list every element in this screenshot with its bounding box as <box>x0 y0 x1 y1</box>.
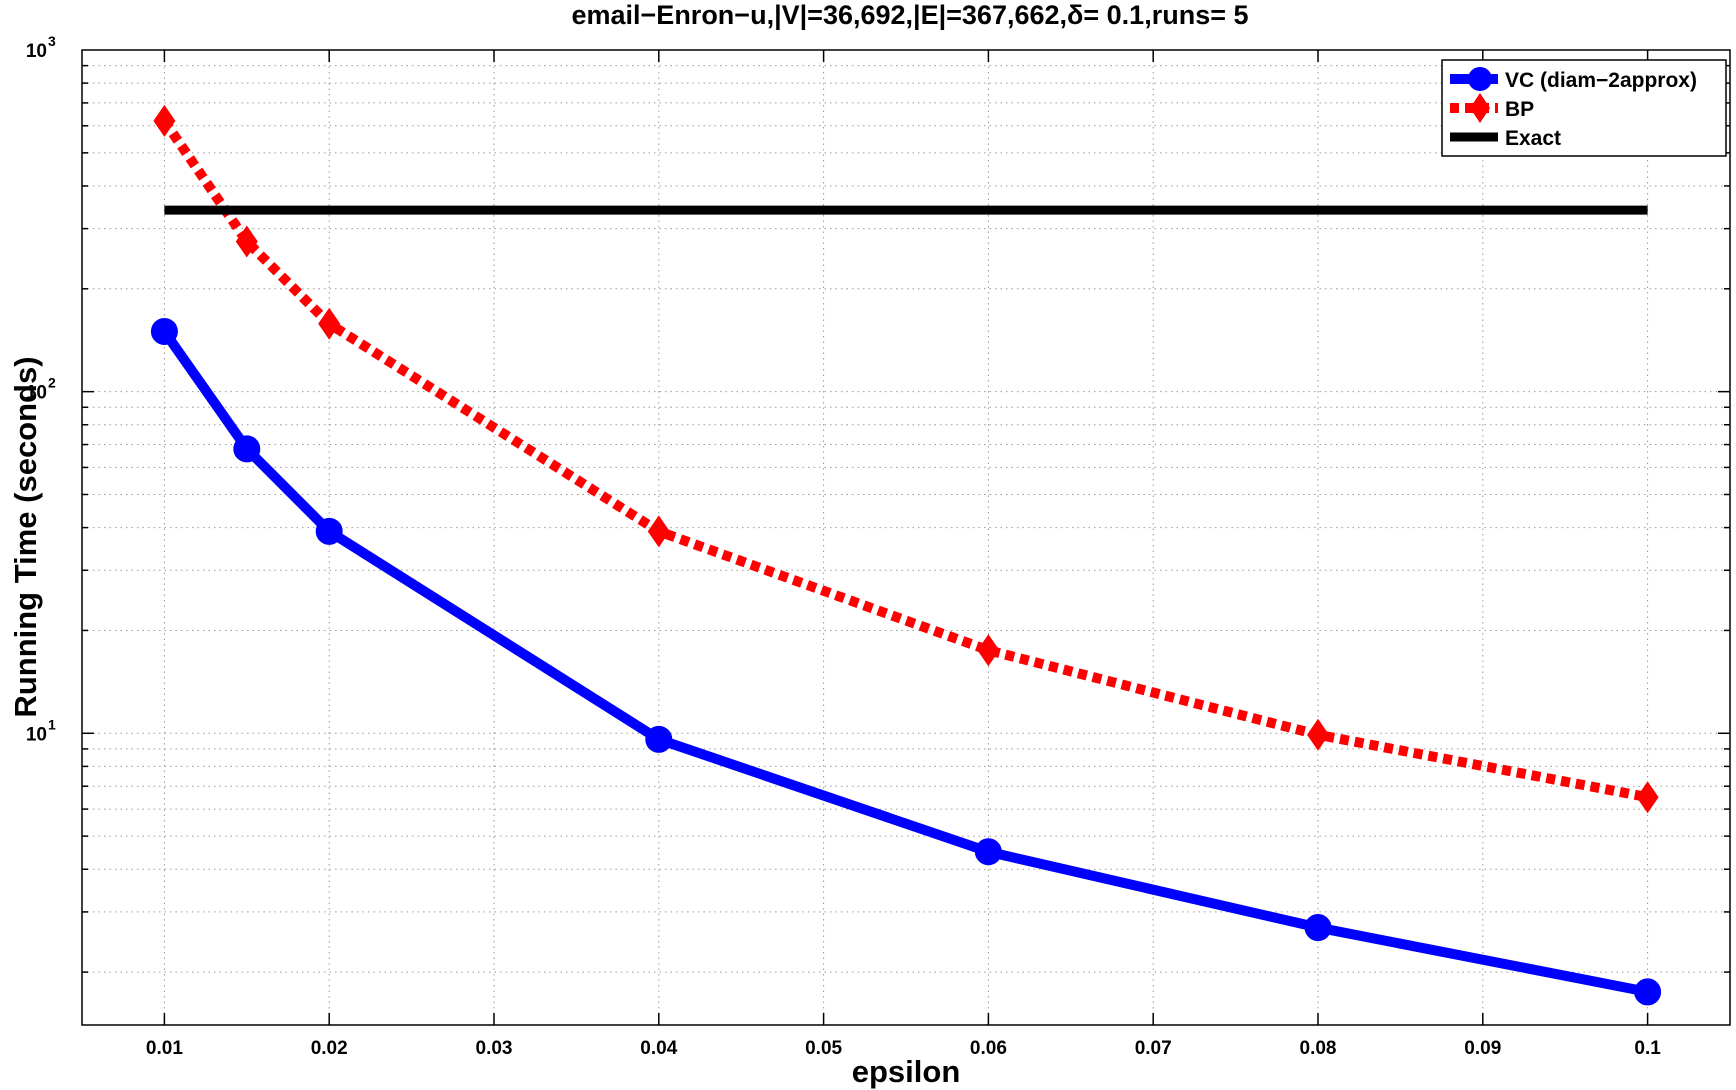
data-point <box>1636 781 1659 814</box>
data-point <box>1307 718 1329 751</box>
data-point <box>315 517 343 545</box>
x-tick-label: 0.09 <box>1464 1038 1501 1059</box>
y-tick-label: 10 <box>26 383 47 404</box>
data-point <box>974 838 1002 866</box>
data-point <box>150 317 178 345</box>
x-tick-label: 0.05 <box>805 1038 842 1059</box>
data-point <box>1304 914 1332 942</box>
data-point <box>647 515 670 548</box>
plot-frame <box>81 49 1731 1026</box>
y-tick-exponent: 1 <box>48 716 56 732</box>
legend-label: VC (diam−2approx) <box>1505 69 1697 92</box>
data-point <box>153 104 176 137</box>
x-tick-label: 0.01 <box>146 1038 183 1059</box>
y-tick-exponent: 2 <box>48 375 56 391</box>
x-tick-label: 0.04 <box>640 1038 677 1059</box>
legend: VC (diam−2approx) BP Exact <box>1441 59 1727 157</box>
data-point <box>235 225 258 258</box>
x-tick-label: 0.08 <box>1300 1038 1337 1059</box>
x-tick-label: 0.02 <box>311 1038 348 1059</box>
y-tick-label: 10 <box>26 724 47 745</box>
legend-label: BP <box>1505 98 1534 121</box>
data-point <box>977 634 1000 667</box>
data-point <box>1634 978 1662 1006</box>
legend-swatch-marker <box>1470 93 1490 123</box>
legend-swatch-marker <box>1468 67 1492 91</box>
y-axis-label: Running Time (seconds) <box>8 356 43 717</box>
data-point <box>645 725 673 753</box>
y-tick-label: 10 <box>26 41 47 62</box>
x-axis-label: epsilon <box>852 1054 961 1089</box>
legend-label: Exact <box>1505 127 1561 150</box>
plot-series <box>150 104 1662 1006</box>
y-tick-exponent: 3 <box>48 33 56 49</box>
data-point <box>318 307 341 340</box>
data-point <box>233 435 261 463</box>
x-tick-label: 0.1 <box>1634 1038 1661 1059</box>
x-tick-label: 0.07 <box>1135 1038 1172 1059</box>
x-tick-label: 0.03 <box>476 1038 513 1059</box>
axis-ticks: 0.01 0.02 0.03 0.04 0.05 0.06 0.07 0.08 0.09 0.1 1… <box>26 33 1730 1059</box>
chart-title: email−Enron−u,|V|=36,692,|E|=367,662,δ= … <box>572 0 1249 30</box>
x-tick-label: 0.06 <box>970 1038 1007 1059</box>
